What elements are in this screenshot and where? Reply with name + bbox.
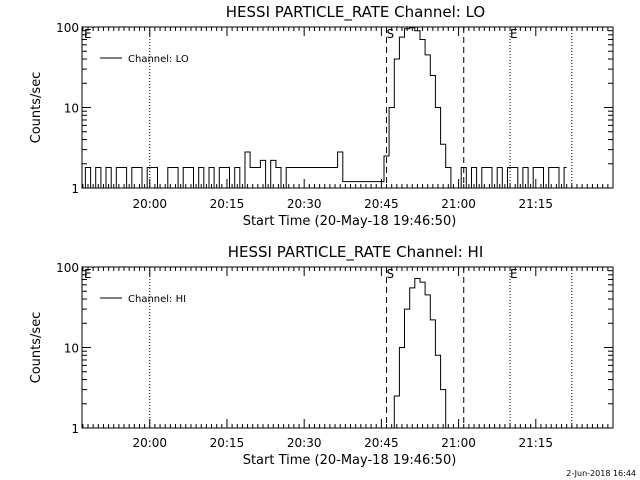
x-tick-label: 21:15 xyxy=(518,197,553,211)
plot-frame xyxy=(81,26,614,189)
x-tick-label: 20:45 xyxy=(364,197,399,211)
y-tick-label: 1 xyxy=(71,422,79,436)
plot-frame xyxy=(81,266,614,429)
legend-label: Channel: LO xyxy=(128,54,189,65)
y-axis-label: Counts/sec xyxy=(29,72,44,144)
marker-e-label: E xyxy=(84,27,92,41)
x-tick-label: 20:15 xyxy=(210,197,245,211)
marker-e-label: E xyxy=(510,267,518,281)
y-tick-label: 100 xyxy=(56,261,79,275)
chart-title: HESSI PARTICLE_RATE Channel: HI xyxy=(228,243,484,262)
y-axis-label: Counts/sec xyxy=(29,312,44,384)
x-tick-label: 21:15 xyxy=(518,436,553,450)
y-tick-label: 1 xyxy=(71,182,79,196)
x-tick-label: 20:15 xyxy=(210,436,245,450)
timestamp: 2-Jun-2018 16:44 xyxy=(566,469,636,478)
x-tick-label: 20:45 xyxy=(364,436,399,450)
marker-s-label: S xyxy=(387,27,395,41)
x-tick-label: 20:00 xyxy=(132,436,167,450)
panel-channel-lo: HESSI PARTICLE_RATE Channel: LO 1 10 100 20:… xyxy=(29,3,614,229)
x-tick-label: 20:30 xyxy=(287,436,322,450)
x-tick-label: 20:30 xyxy=(287,197,322,211)
y-tick-label: 10 xyxy=(64,102,79,116)
y-tick-label: 10 xyxy=(64,342,79,356)
x-tick-label: 20:00 xyxy=(132,197,167,211)
series-line xyxy=(391,278,449,429)
panel-channel-hi: HESSI PARTICLE_RATE Channel: HI 1 10 100 20:… xyxy=(29,243,614,468)
x-axis-label: Start Time (20-May-18 19:46:50) xyxy=(243,453,457,468)
legend-label: Channel: HI xyxy=(128,294,186,305)
chart-title: HESSI PARTICLE_RATE Channel: LO xyxy=(226,3,485,22)
marker-s-label: S xyxy=(387,267,395,281)
x-tick-label: 21:00 xyxy=(441,197,476,211)
x-axis-label: Start Time (20-May-18 19:46:50) xyxy=(243,214,457,229)
series-line xyxy=(82,27,567,189)
y-tick-label: 100 xyxy=(56,21,79,35)
x-tick-label: 21:00 xyxy=(441,436,476,450)
marker-e-label: E xyxy=(84,267,92,281)
marker-e-label: E xyxy=(510,27,518,41)
